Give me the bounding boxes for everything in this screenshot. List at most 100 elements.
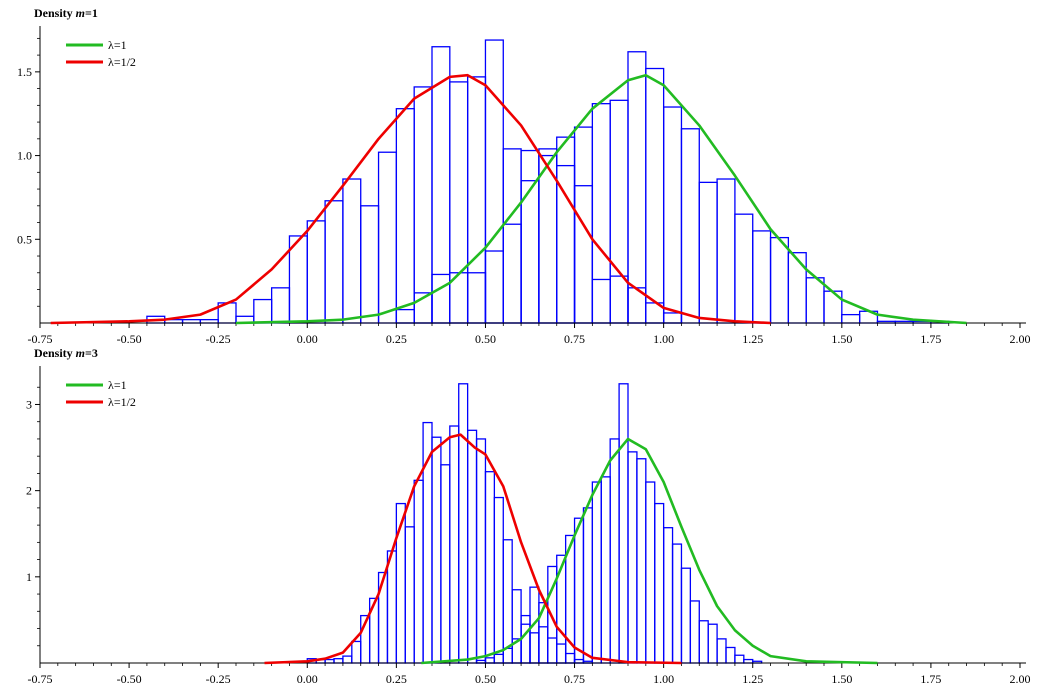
histogram-bar (449, 81, 469, 324)
histogram-bar (671, 543, 683, 664)
chart-panel-1: -0.75 -0.50 -0.25 0.00 0.25 0.50 0.75 1.00 1.25 1… (17, 6, 1031, 346)
histogram-bar (591, 481, 602, 664)
histogram-bar (324, 658, 335, 664)
histogram-bar (493, 496, 504, 664)
histogram-bar (502, 223, 522, 324)
y-tick-label: 1.5 (17, 65, 32, 79)
chart-panel-2: -0.75 -0.50 -0.25 0.00 0.25 0.50 0.75 1.00 1.25 1… (26, 346, 1031, 686)
histogram-bar (841, 313, 861, 324)
x-tick-label: 0.50 (475, 672, 496, 686)
histogram-bar (484, 471, 496, 664)
histogram-bar (377, 151, 398, 324)
histogram-bar (199, 318, 219, 324)
histogram-bar (609, 438, 620, 664)
histogram-bar (734, 213, 754, 324)
x-tick-label: 1.25 (742, 332, 763, 346)
x-tick-label: -0.25 (206, 332, 231, 346)
histogram-bar (689, 600, 700, 664)
histogram-bar (707, 623, 718, 664)
y-tick-label: 3 (26, 397, 32, 411)
histogram-bar (716, 178, 736, 324)
histogram-bar (662, 106, 683, 324)
histogram-bar (342, 655, 353, 664)
histogram-bar (431, 273, 451, 324)
histogram-bar (511, 589, 522, 664)
histogram-bar (573, 185, 594, 324)
x-tick-label: 1.00 (653, 672, 674, 686)
histogram-bar (662, 527, 674, 664)
histogram-bar (466, 272, 487, 324)
histogram-bar (253, 298, 273, 324)
y-tick-label: 2 (26, 484, 32, 498)
x-tick-label: 0.75 (564, 672, 585, 686)
histogram-bar (431, 46, 451, 324)
histogram-bar (645, 481, 656, 664)
legend-label: λ=1/2 (108, 395, 136, 409)
histogram-bar (556, 643, 567, 664)
x-tick-label: 1.75 (920, 672, 941, 686)
histogram-bar (181, 318, 202, 324)
histogram-bar (680, 567, 692, 664)
histogram-bar (769, 236, 790, 324)
legend-label: λ=1 (108, 378, 127, 392)
histogram-bar (306, 220, 326, 324)
x-tick-label: -0.50 (117, 672, 142, 686)
histogram-bar (564, 652, 576, 664)
histogram-bar (413, 86, 433, 324)
histogram-2 (395, 51, 950, 324)
density-curve-lambda-1 (235, 73, 967, 325)
histogram-bar (413, 479, 424, 664)
histogram-bar (529, 632, 540, 664)
x-tick-label: 0.00 (297, 332, 318, 346)
histogram-bar (484, 39, 504, 324)
histogram-bar (493, 653, 504, 664)
histogram-bar (520, 180, 540, 324)
histogram-bar (662, 312, 683, 324)
legend-label: λ=1/2 (108, 55, 136, 69)
histogram-bar (627, 51, 647, 324)
histogram-bar (538, 626, 549, 664)
histogram-bar (431, 436, 442, 664)
histogram-bar (440, 464, 451, 664)
histogram-bar (386, 550, 398, 664)
x-tick-label: 1.25 (742, 672, 763, 686)
x-tick-label: 0.50 (475, 332, 496, 346)
histogram-bar (654, 502, 665, 664)
histogram-bar (636, 458, 647, 664)
x-tick-label: -0.75 (28, 672, 53, 686)
y-tick-label: 1 (26, 570, 32, 584)
histogram-bar (395, 308, 415, 324)
histogram-bar (502, 148, 522, 324)
histogram-bar (582, 507, 594, 664)
histogram-bar (698, 181, 718, 324)
panel-title: Density m=1 (34, 6, 98, 20)
panel-title: Density m=3 (34, 346, 98, 360)
histogram-bar (752, 230, 772, 324)
histogram-bar (591, 103, 611, 324)
y-tick-label: 0.5 (17, 232, 32, 246)
legend: λ=1 λ=1/2 (66, 378, 136, 409)
histogram-bar (645, 67, 665, 324)
histogram-bar (466, 76, 487, 324)
histogram-bar (573, 517, 585, 664)
histogram-bar (484, 657, 496, 664)
density-curve-lambda-half (264, 433, 682, 665)
histogram-bar (484, 250, 504, 324)
x-tick-label: 2.00 (1010, 332, 1031, 346)
histogram-bar (404, 526, 415, 664)
x-tick-label: 0.00 (297, 672, 318, 686)
density-curve-lambda-1 (421, 437, 878, 665)
histogram-bar (591, 278, 611, 324)
histogram-bar (600, 476, 611, 664)
x-tick-label: -0.50 (117, 332, 142, 346)
x-tick-label: -0.75 (28, 332, 53, 346)
histogram-bar (618, 383, 629, 664)
histogram-bar (787, 252, 807, 324)
histogram-bar (725, 646, 736, 664)
histogram-bar (351, 640, 362, 664)
histogram-bar (458, 383, 469, 664)
histogram-1 (306, 383, 594, 664)
x-tick-label: 1.00 (653, 332, 674, 346)
